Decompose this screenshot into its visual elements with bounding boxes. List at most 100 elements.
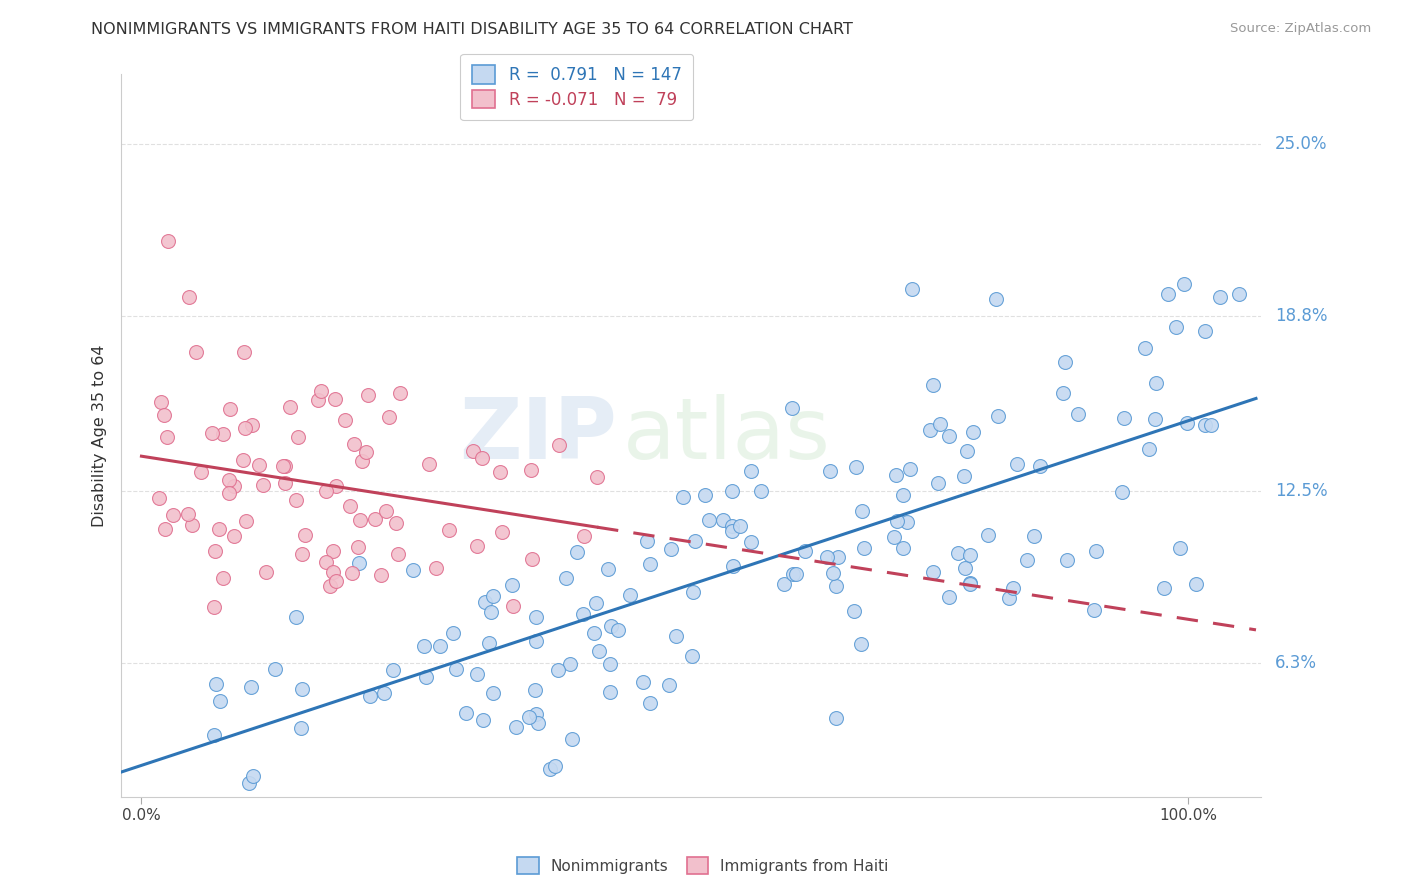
Point (962, 425, 984, 440)
Point (1084, 544, 1107, 558)
Text: atlas: atlas (623, 394, 831, 477)
Point (927, 476, 949, 491)
Point (240, 418, 263, 433)
Point (984, 292, 1007, 306)
Point (382, 663, 405, 677)
Point (527, 715, 550, 730)
Point (384, 516, 406, 530)
Point (287, 430, 309, 444)
Point (418, 458, 440, 472)
Point (953, 469, 976, 483)
Text: Source: ZipAtlas.com: Source: ZipAtlas.com (1230, 22, 1371, 36)
Point (749, 484, 772, 499)
Point (658, 678, 681, 692)
Point (782, 566, 804, 581)
Point (1157, 287, 1180, 301)
Point (1112, 411, 1135, 425)
Point (218, 486, 240, 500)
Point (607, 623, 630, 637)
Point (474, 595, 496, 609)
Point (977, 528, 1000, 542)
Point (517, 709, 540, 723)
Point (987, 409, 1010, 424)
Point (922, 377, 945, 392)
Point (938, 429, 960, 443)
Point (998, 591, 1021, 605)
Point (364, 512, 387, 526)
Point (891, 488, 914, 502)
Point (388, 385, 411, 400)
Point (322, 565, 344, 579)
Point (928, 417, 950, 431)
Point (711, 512, 734, 526)
Point (505, 720, 527, 734)
Point (554, 571, 576, 585)
Point (851, 636, 873, 650)
Point (672, 490, 695, 504)
Point (347, 540, 370, 554)
Point (315, 555, 337, 569)
Point (561, 732, 583, 747)
Text: 25.0%: 25.0% (1275, 135, 1327, 153)
Point (325, 574, 347, 589)
Point (636, 534, 658, 549)
Point (740, 534, 762, 549)
Point (472, 713, 495, 727)
Point (263, 662, 285, 676)
Point (211, 427, 233, 442)
Point (544, 759, 567, 773)
Point (1052, 386, 1074, 401)
Point (387, 547, 409, 561)
Legend: R =  0.791   N = 147, R = -0.071   N =  79: R = 0.791 N = 147, R = -0.071 N = 79 (460, 54, 693, 120)
Point (1209, 289, 1232, 303)
Point (681, 648, 703, 663)
Point (378, 410, 401, 425)
Point (1168, 541, 1191, 555)
Point (307, 392, 329, 407)
Point (218, 473, 240, 487)
Point (489, 466, 512, 480)
Point (524, 683, 547, 698)
Point (845, 460, 868, 475)
Point (274, 475, 297, 490)
Point (772, 577, 794, 591)
Point (901, 282, 924, 296)
Point (782, 401, 804, 415)
Point (740, 464, 762, 478)
Point (883, 530, 905, 544)
Point (596, 561, 619, 575)
Text: NONIMMIGRANTS VS IMMIGRANTS FROM HAITI DISABILITY AGE 35 TO 64 CORRELATION CHART: NONIMMIGRANTS VS IMMIGRANTS FROM HAITI D… (91, 22, 853, 37)
Point (898, 462, 921, 476)
Point (148, 491, 170, 506)
Point (319, 579, 342, 593)
Point (491, 525, 513, 540)
Point (599, 619, 621, 633)
Point (959, 577, 981, 591)
Point (413, 639, 436, 653)
Point (190, 465, 212, 479)
Point (208, 522, 231, 536)
Point (441, 626, 464, 640)
Point (721, 558, 744, 573)
Point (1143, 412, 1166, 426)
Point (728, 518, 751, 533)
Point (953, 561, 976, 575)
Point (1164, 320, 1187, 334)
Point (150, 394, 173, 409)
Point (638, 557, 661, 571)
Point (156, 234, 179, 248)
Point (284, 609, 307, 624)
Point (582, 626, 605, 640)
Point (201, 426, 224, 441)
Text: 12.5%: 12.5% (1275, 482, 1327, 500)
Point (325, 479, 347, 493)
Point (851, 504, 873, 518)
Point (339, 499, 361, 513)
Point (285, 492, 308, 507)
Point (599, 657, 621, 671)
Point (1153, 581, 1175, 595)
Point (429, 640, 451, 654)
Point (815, 549, 838, 564)
Point (547, 438, 569, 452)
Point (177, 289, 200, 303)
